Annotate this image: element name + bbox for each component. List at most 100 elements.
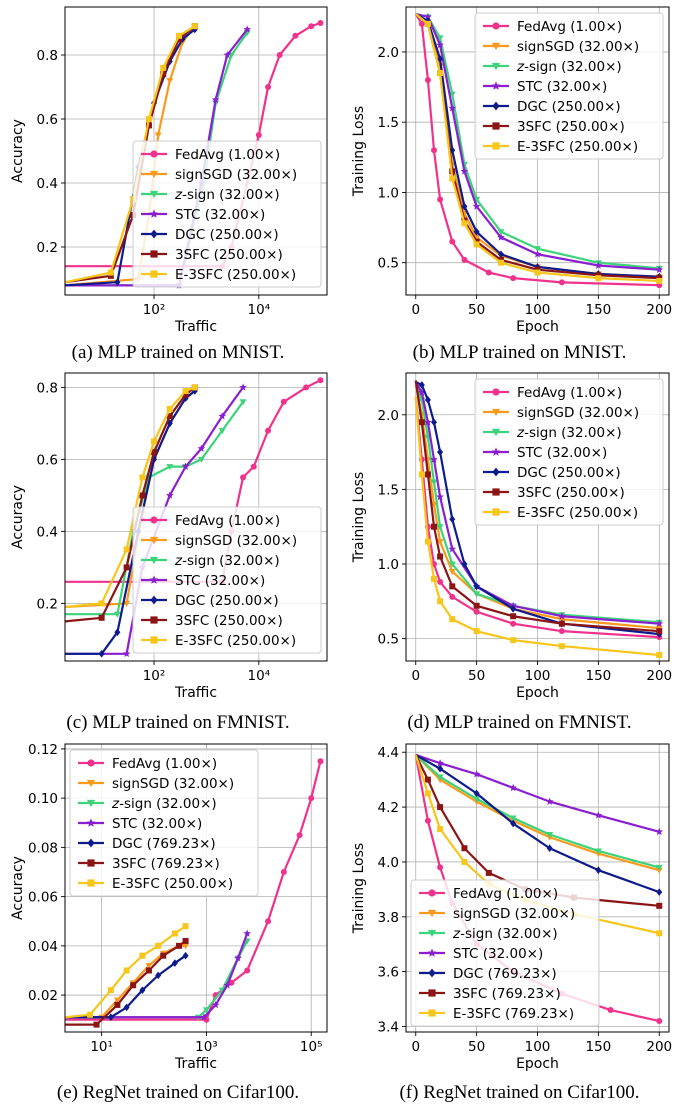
data-point-zsign: [436, 35, 444, 42]
legend-label-dgc: DGC (769.23×): [112, 836, 216, 852]
data-point-dgc: [510, 604, 517, 613]
y-tick-label: 0.04: [28, 939, 58, 955]
data-point-dgc: [656, 888, 663, 896]
legend-label-stc: STC (32.00×): [517, 79, 607, 95]
data-point-stc: [234, 954, 242, 962]
legend-label-zsign: z-sign (32.00×): [452, 926, 558, 942]
legend-label-fedavg: FedAvg (1.00×): [517, 19, 622, 35]
data-point-e3sfc: [497, 259, 504, 266]
series-line-stc: [415, 12, 660, 271]
data-point-zsign: [473, 591, 481, 598]
legend-marker-3sfc: [150, 616, 158, 624]
x-tick-label: 100: [525, 302, 551, 318]
data-point-signsgd: [166, 78, 174, 85]
y-tick-label: 4.0: [378, 855, 399, 871]
legend-marker-e3sfc: [492, 142, 500, 150]
data-point-fedavg: [510, 275, 517, 282]
legend-label-3sfc: 3SFC (769.23×): [112, 856, 220, 872]
data-point-fedavg: [449, 593, 456, 600]
data-point-stc: [200, 1013, 208, 1021]
data-point-dgc: [431, 418, 438, 427]
data-point-stc: [436, 759, 444, 767]
data-point-3sfc: [485, 869, 492, 876]
data-point-dgc: [461, 560, 468, 568]
y-tick-label: 0.8: [37, 48, 58, 64]
data-point-stc: [655, 619, 664, 627]
data-point-3sfc: [510, 613, 517, 620]
data-point-3sfc: [176, 36, 183, 42]
series-line-e3sfc: [414, 396, 660, 657]
data-point-e3sfc: [473, 628, 480, 635]
y-tick-label: 0.5: [378, 256, 399, 272]
data-point-dgc: [155, 971, 162, 980]
data-point-dgc: [171, 959, 178, 967]
chart-caption: (f) RegNet trained on Cifar100.: [399, 1082, 639, 1103]
legend-label-dgc: DGC (250.00×): [175, 227, 279, 243]
data-point-zsign: [113, 611, 121, 618]
data-point-fedavg: [255, 132, 262, 138]
data-point-e3sfc: [424, 790, 431, 797]
y-tick-label: 3.8: [378, 910, 399, 926]
data-point-e3sfc: [473, 241, 480, 248]
data-point-stc: [166, 491, 174, 499]
data-point-stc: [218, 412, 226, 420]
data-point-fedavg: [317, 758, 324, 765]
data-point-e3sfc: [182, 923, 189, 930]
data-point-e3sfc: [510, 637, 517, 644]
x-tick-label: 10³: [195, 1039, 218, 1055]
legend-marker-signsgd: [491, 408, 501, 417]
data-point-fedavg: [558, 628, 565, 635]
legend-marker-stc: [491, 81, 501, 90]
series-line-zsign: [65, 940, 249, 1019]
data-point-fedavg: [240, 474, 247, 481]
data-point-fedavg: [244, 967, 251, 974]
data-point-3sfc: [93, 1021, 100, 1028]
data-point-3sfc: [418, 419, 425, 426]
y-tick-label: 0.12: [28, 742, 58, 758]
series-line-zsign: [415, 12, 660, 270]
data-point-zsign: [197, 456, 205, 463]
data-point-e3sfc: [418, 471, 425, 478]
legend-label-e3sfc: E-3SFC (769.23×): [453, 1006, 574, 1022]
legend-marker-zsign: [491, 428, 501, 437]
data-point-fedavg: [317, 377, 324, 384]
data-point-3sfc: [160, 71, 167, 78]
data-point-dgc: [510, 819, 517, 828]
x-tick-label: 50: [468, 302, 485, 318]
data-point-3sfc: [424, 776, 431, 783]
legend-marker-zsign: [491, 62, 501, 71]
legend-marker-fedavg: [87, 759, 95, 767]
data-point-e3sfc: [437, 826, 444, 833]
legend-label-fedavg: FedAvg (1.00×): [175, 513, 280, 529]
series-line-fedavg: [65, 760, 322, 1021]
x-axis-label: Traffic: [174, 1056, 217, 1072]
data-point-e3sfc: [123, 546, 130, 553]
data-point-zsign: [473, 796, 481, 803]
data-point-e3sfc: [98, 600, 105, 607]
legend-marker-dgc: [492, 101, 500, 111]
data-point-stc: [558, 612, 566, 620]
x-tick-label: 50: [468, 1039, 485, 1055]
data-point-fedavg: [308, 795, 315, 802]
data-point-3sfc: [139, 492, 146, 499]
y-tick-label: 3.4: [378, 1020, 399, 1036]
x-axis-label: Epoch: [516, 1056, 559, 1072]
plot-frame: [405, 372, 670, 662]
data-point-e3sfc: [176, 32, 183, 39]
legend: FedAvg (1.00×) signSGD (32.00×) z-sign (32…: [474, 378, 664, 526]
legend-label-zsign: z-sign (32.00×): [516, 425, 622, 441]
legend-label-dgc: DGC (769.23×): [453, 966, 557, 982]
data-point-stc: [655, 827, 664, 836]
data-point-3sfc: [130, 982, 137, 989]
data-point-fedavg: [461, 256, 468, 263]
data-point-stc: [181, 462, 190, 470]
data-point-e3sfc: [656, 652, 663, 659]
y-tick-label: 0.4: [37, 176, 58, 192]
legend-label-zsign: z-sign (32.00×): [111, 796, 217, 812]
data-point-e3sfc: [437, 70, 444, 77]
y-tick-label: 1.0: [378, 557, 399, 573]
data-point-stc: [436, 492, 444, 501]
legend-label-dgc: DGC (250.00×): [517, 465, 621, 481]
y-axis-label: Accuracy: [10, 856, 26, 920]
data-point-dgc: [182, 394, 189, 402]
